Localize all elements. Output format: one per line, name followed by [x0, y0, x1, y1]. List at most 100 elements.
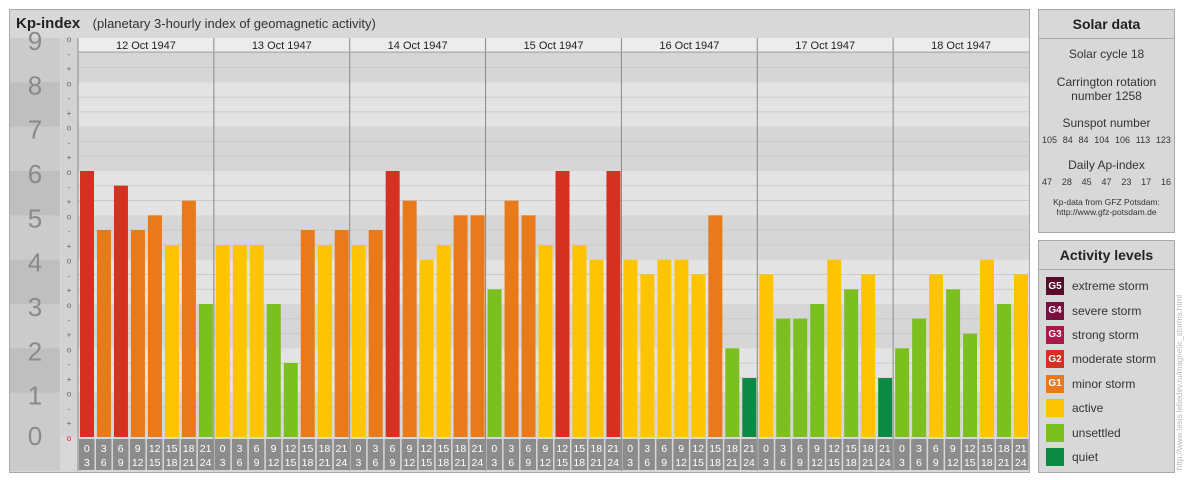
- interval-start-label: 9: [406, 443, 412, 455]
- interval-box: [180, 439, 197, 470]
- sunspot-value: 105: [1042, 135, 1058, 145]
- interval-start-label: 18: [998, 443, 1010, 455]
- interval-box: [554, 439, 570, 470]
- legend-label: strong storm: [1072, 327, 1139, 342]
- interval-start-label: 18: [183, 443, 195, 455]
- interval-box: [214, 439, 231, 470]
- kp-bar: [640, 274, 655, 437]
- interval-start-label: 6: [254, 443, 260, 455]
- interval-box: [350, 439, 367, 470]
- credit-link[interactable]: http://www.tesis.lebedev.ru/magnetic_sto…: [1175, 294, 1184, 470]
- kp-bar: [198, 304, 213, 437]
- day-header-strip: [78, 38, 1029, 52]
- legend-swatch: G5: [1046, 277, 1064, 296]
- interval-start-label: 6: [797, 443, 803, 455]
- y-tick-label: 9: [28, 26, 42, 56]
- data-source-url[interactable]: http://www.gfz-potsdam.de: [1056, 207, 1157, 217]
- kp-bar: [912, 318, 927, 437]
- interval-start-label: 0: [220, 443, 226, 455]
- kp-bar: [980, 259, 995, 437]
- interval-box: [333, 439, 350, 470]
- kp-bar: [844, 289, 859, 437]
- minor-tick-mark: -: [68, 360, 71, 369]
- interval-box: [401, 439, 418, 470]
- interval-end-label: 15: [285, 457, 297, 469]
- kp-bar: [691, 274, 706, 437]
- interval-start-label: 3: [644, 443, 650, 455]
- interval-end-label: 21: [998, 457, 1010, 469]
- minor-tick-mark: o: [67, 35, 72, 44]
- interval-start-label: 6: [118, 443, 124, 455]
- kp-bar: [334, 229, 349, 437]
- carrington-rotation-line1: Carrington rotation: [1056, 75, 1157, 89]
- interval-start-label: 9: [678, 443, 684, 455]
- kp-bar: [742, 378, 757, 437]
- minor-tick-mark: +: [67, 109, 72, 118]
- kp-bar: [351, 245, 366, 437]
- kp-bar: [419, 259, 434, 437]
- interval-start-label: 18: [726, 443, 738, 455]
- kp-bar: [861, 274, 876, 437]
- kp-bar: [929, 274, 944, 437]
- kp-bar: [385, 171, 400, 437]
- interval-end-label: 24: [743, 457, 755, 469]
- kp-bar: [232, 245, 247, 437]
- legend-item-unsettled: unsettled: [1039, 420, 1174, 444]
- interval-box: [911, 439, 927, 470]
- legend-swatch: G2: [1046, 350, 1064, 369]
- sunspot-value: 106: [1115, 135, 1131, 145]
- interval-box: [265, 439, 282, 470]
- chart-title-row: Kp-index (planetary 3-hourly index of ge…: [10, 10, 376, 37]
- kp-bar: [827, 259, 842, 437]
- legend-label: unsettled: [1072, 425, 1121, 440]
- minor-tick-mark: -: [68, 183, 71, 192]
- data-source-line1: Kp-data from GFZ Potsdam:: [1053, 197, 1160, 207]
- interval-start-label: 21: [471, 443, 483, 455]
- interval-box: [486, 439, 503, 470]
- interval-end-label: 6: [508, 457, 514, 469]
- interval-end-label: 6: [237, 457, 243, 469]
- carrington-rotation-line2: number 1258: [1071, 89, 1142, 103]
- interval-start-label: 18: [590, 443, 602, 455]
- kp-bar: [504, 200, 519, 437]
- interval-box: [826, 439, 842, 470]
- sunspot-value: 84: [1062, 135, 1073, 145]
- interval-box: [435, 439, 452, 470]
- interval-start-label: 3: [237, 443, 243, 455]
- y-axis-band: [10, 171, 60, 216]
- kp-bar: [113, 185, 128, 437]
- interval-end-label: 21: [319, 457, 331, 469]
- ap-value: 47: [1042, 177, 1053, 187]
- minor-tick-mark: o: [67, 257, 72, 266]
- interval-box: [622, 439, 638, 470]
- solar-cycle: Solar cycle 18: [1068, 47, 1145, 61]
- interval-box: [1013, 439, 1029, 470]
- interval-start-label: 12: [556, 443, 568, 455]
- minor-tick-mark: -: [68, 404, 71, 413]
- interval-end-label: 15: [556, 457, 568, 469]
- kp-bar: [164, 245, 179, 437]
- y-tick-label: 3: [28, 292, 42, 322]
- interval-start-label: 15: [166, 443, 178, 455]
- interval-end-label: 3: [491, 457, 497, 469]
- interval-box: [588, 439, 604, 470]
- interval-end-label: 24: [879, 457, 891, 469]
- minor-tick-column: [61, 38, 77, 437]
- minor-tick-mark: -: [68, 138, 71, 147]
- interval-box: [571, 439, 587, 470]
- interval-start-label: 15: [845, 443, 857, 455]
- minor-tick-mark: o: [67, 345, 72, 354]
- interval-end-label: 18: [845, 457, 857, 469]
- kp-bar: [657, 259, 672, 437]
- interval-start-label: 21: [336, 443, 348, 455]
- interval-end-label: 3: [627, 457, 633, 469]
- interval-end-label: 6: [780, 457, 786, 469]
- kp-bar: [623, 259, 638, 437]
- y-tick-label: 5: [28, 203, 42, 233]
- interval-start-label: 12: [964, 443, 976, 455]
- interval-box: [605, 439, 621, 470]
- kp-bar: [470, 215, 485, 437]
- interval-end-label: 9: [661, 457, 667, 469]
- interval-box: [860, 439, 876, 470]
- solar-data-panel: Solar data Solar cycle 18 Carrington rot…: [1038, 9, 1175, 233]
